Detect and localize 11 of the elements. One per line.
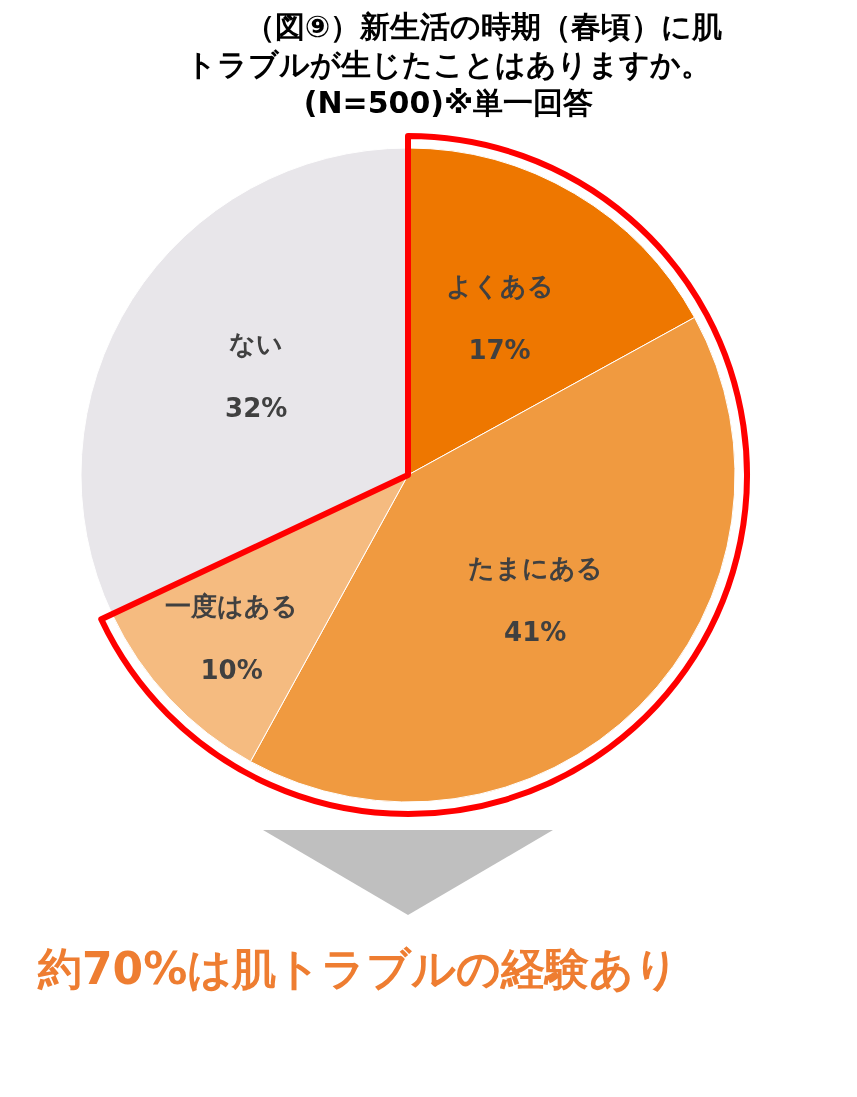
slice-label: たまにある xyxy=(467,552,603,583)
data-label: 41% xyxy=(504,616,567,647)
slice-label: ない xyxy=(229,329,284,360)
data-label: 32% xyxy=(225,393,288,424)
chart-title: （図⑨）新生活の時期（春頃）に肌トラブルが生じたことはありますか。 xyxy=(185,8,724,84)
data-label: 17% xyxy=(468,334,531,365)
chart-subtitle: (N=500)※単一回答 xyxy=(302,84,595,122)
data-label: 10% xyxy=(200,655,263,686)
text: 約70%は肌トラブルの経験あり xyxy=(38,942,681,996)
slice-label: よくある xyxy=(445,270,554,301)
slice-label: 一度はある xyxy=(165,591,299,622)
